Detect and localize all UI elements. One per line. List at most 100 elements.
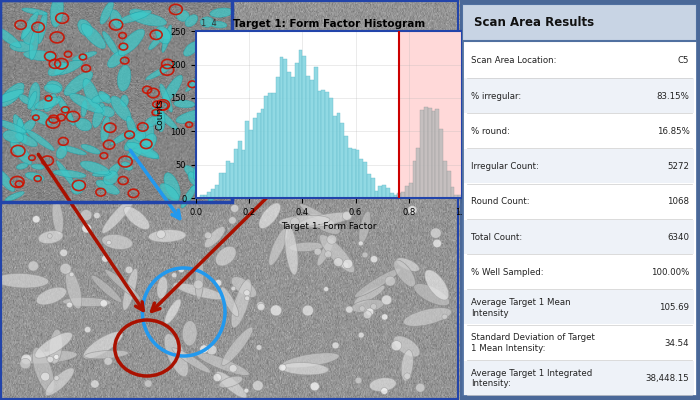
- Ellipse shape: [172, 348, 211, 373]
- Bar: [379, 186, 382, 198]
- Bar: [451, 187, 454, 198]
- Ellipse shape: [108, 51, 125, 68]
- Bar: [272, 93, 276, 198]
- Ellipse shape: [319, 235, 354, 273]
- Ellipse shape: [120, 95, 128, 107]
- Ellipse shape: [28, 91, 37, 109]
- Text: 83.15%: 83.15%: [657, 92, 689, 101]
- Bar: [458, 195, 462, 198]
- Bar: [386, 188, 390, 198]
- Ellipse shape: [22, 8, 48, 15]
- Ellipse shape: [99, 91, 111, 103]
- Ellipse shape: [47, 81, 62, 92]
- Ellipse shape: [346, 306, 353, 313]
- Ellipse shape: [193, 164, 203, 182]
- Bar: [260, 108, 265, 198]
- Ellipse shape: [22, 28, 35, 44]
- Ellipse shape: [28, 261, 38, 271]
- Ellipse shape: [82, 224, 92, 233]
- Ellipse shape: [21, 12, 38, 39]
- Bar: [265, 96, 268, 198]
- Text: 1068: 1068: [668, 198, 690, 206]
- Ellipse shape: [231, 277, 256, 297]
- Bar: [367, 174, 371, 198]
- Ellipse shape: [354, 285, 385, 304]
- Ellipse shape: [407, 206, 417, 214]
- Ellipse shape: [308, 213, 340, 234]
- Ellipse shape: [401, 350, 413, 381]
- Bar: [257, 112, 260, 198]
- Ellipse shape: [38, 231, 63, 244]
- Ellipse shape: [69, 272, 74, 277]
- Ellipse shape: [382, 295, 392, 305]
- Ellipse shape: [370, 304, 377, 310]
- Ellipse shape: [206, 345, 217, 355]
- Ellipse shape: [183, 42, 199, 56]
- Ellipse shape: [185, 15, 197, 27]
- Bar: [382, 185, 386, 198]
- Ellipse shape: [125, 266, 133, 274]
- Ellipse shape: [13, 115, 27, 143]
- Bar: [207, 192, 211, 198]
- Ellipse shape: [442, 314, 447, 319]
- Bar: [428, 108, 432, 198]
- Ellipse shape: [416, 383, 425, 392]
- X-axis label: Target 1: Form Factor: Target 1: Form Factor: [281, 222, 377, 231]
- Ellipse shape: [130, 9, 147, 18]
- Bar: [416, 148, 420, 198]
- Ellipse shape: [270, 305, 281, 316]
- Ellipse shape: [144, 380, 152, 387]
- Bar: [344, 136, 348, 198]
- Ellipse shape: [282, 353, 340, 368]
- Ellipse shape: [256, 345, 262, 350]
- Bar: [435, 108, 439, 198]
- Ellipse shape: [164, 334, 188, 377]
- Ellipse shape: [314, 248, 321, 255]
- Ellipse shape: [80, 161, 109, 175]
- Ellipse shape: [81, 24, 106, 48]
- Ellipse shape: [164, 173, 180, 199]
- Ellipse shape: [425, 270, 449, 300]
- Ellipse shape: [182, 321, 197, 346]
- Ellipse shape: [83, 332, 122, 359]
- Ellipse shape: [26, 130, 55, 150]
- Ellipse shape: [0, 274, 49, 288]
- Ellipse shape: [72, 52, 97, 61]
- Ellipse shape: [355, 268, 401, 297]
- Ellipse shape: [176, 10, 189, 21]
- Ellipse shape: [96, 180, 120, 194]
- Ellipse shape: [102, 255, 109, 262]
- Ellipse shape: [152, 106, 178, 130]
- Ellipse shape: [66, 302, 73, 308]
- Ellipse shape: [122, 268, 138, 310]
- Ellipse shape: [208, 175, 229, 202]
- Ellipse shape: [47, 356, 53, 362]
- Ellipse shape: [69, 94, 103, 113]
- Ellipse shape: [370, 378, 396, 392]
- Ellipse shape: [124, 206, 150, 230]
- Ellipse shape: [213, 60, 222, 71]
- Text: 16.85%: 16.85%: [657, 127, 689, 136]
- Bar: [405, 186, 409, 198]
- Ellipse shape: [342, 262, 349, 269]
- Ellipse shape: [55, 60, 83, 75]
- Ellipse shape: [50, 0, 64, 27]
- Text: 1  4: 1 4: [202, 19, 217, 28]
- Ellipse shape: [157, 230, 165, 238]
- Ellipse shape: [10, 42, 34, 52]
- Ellipse shape: [48, 234, 52, 238]
- Ellipse shape: [17, 118, 24, 138]
- Ellipse shape: [279, 364, 286, 371]
- Ellipse shape: [300, 204, 339, 229]
- Bar: [318, 91, 321, 198]
- Ellipse shape: [393, 260, 416, 287]
- Ellipse shape: [34, 98, 60, 109]
- Ellipse shape: [16, 163, 28, 169]
- Ellipse shape: [370, 256, 378, 263]
- Ellipse shape: [302, 305, 314, 316]
- Bar: [447, 171, 451, 198]
- Ellipse shape: [433, 239, 442, 248]
- Bar: [287, 72, 291, 198]
- Ellipse shape: [57, 161, 76, 188]
- Ellipse shape: [174, 100, 195, 108]
